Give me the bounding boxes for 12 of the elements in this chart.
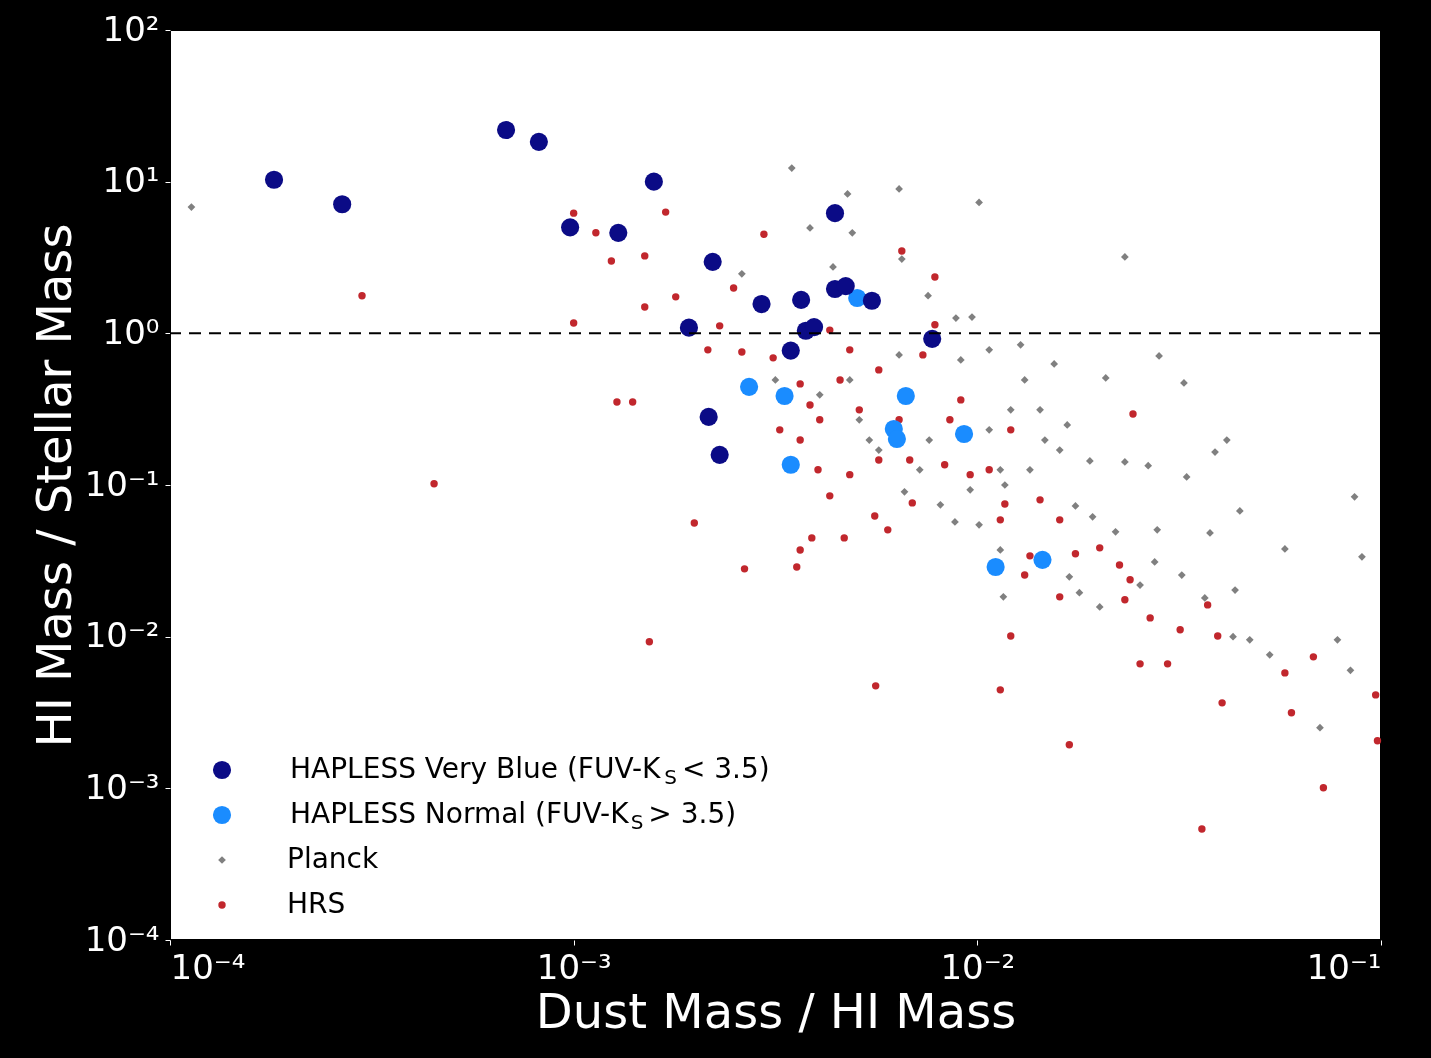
y-axis-title: HI Mass / Stellar Mass xyxy=(25,223,82,748)
y-tick-label: 10⁻² xyxy=(84,615,160,656)
y-tick-label: 10⁰ xyxy=(102,311,160,352)
y-tick-label: 10¹ xyxy=(102,160,160,201)
x-tick-label: 10⁻¹ xyxy=(1306,946,1382,987)
legend-label: Planck xyxy=(287,842,379,875)
y-tick-label: 10⁻³ xyxy=(84,766,160,807)
y-tick-label: 10⁻⁴ xyxy=(84,918,160,959)
y-tick-label: 10⁻¹ xyxy=(84,463,160,504)
legend-label: HRS xyxy=(287,887,346,920)
y-tick-label: 10² xyxy=(102,8,160,49)
x-tick-label: 10⁻⁴ xyxy=(170,946,246,987)
